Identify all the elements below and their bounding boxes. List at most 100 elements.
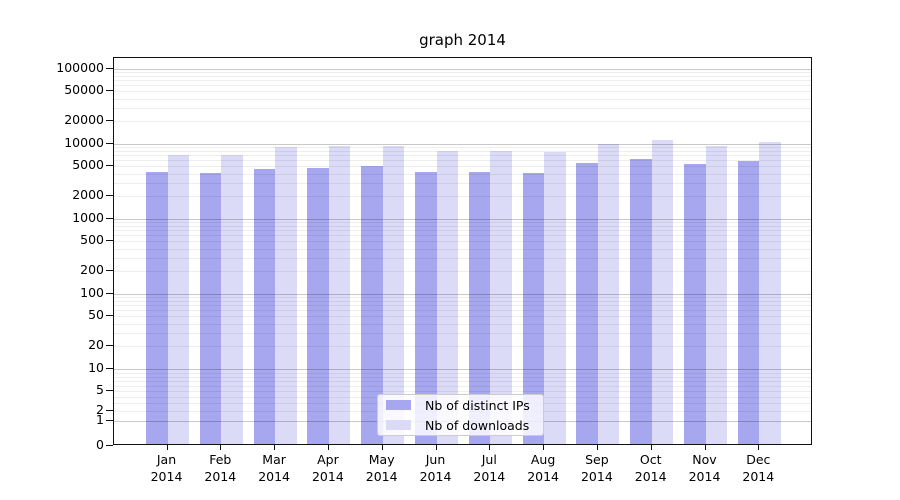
gridline-minor (114, 381, 811, 383)
bar-ips-dec (737, 160, 760, 444)
gridline-major (114, 293, 811, 295)
bar-ips-feb (199, 172, 222, 444)
bar-downloads-may (382, 145, 405, 444)
y-tick-label: 1000 (72, 209, 104, 225)
bar-downloads-jan (167, 155, 189, 444)
gridline-minor (114, 173, 811, 175)
y-tick (106, 217, 113, 219)
x-tick-month: Mar (262, 452, 286, 467)
x-tick (650, 445, 652, 450)
x-tick (596, 445, 598, 450)
x-tick (489, 445, 491, 450)
x-tick (327, 445, 329, 450)
x-tick (220, 445, 222, 450)
gridline-minor (114, 91, 811, 93)
x-tick-year: 2014 (150, 469, 183, 484)
gridline-minor (114, 332, 811, 334)
gridline-minor (114, 196, 811, 198)
bar-downloads-oct (651, 140, 674, 444)
x-tick-label: Sep 2014 (567, 451, 627, 485)
x-tick-year: 2014 (258, 469, 290, 484)
legend-swatch-distinct-ips (386, 400, 411, 410)
x-tick-label: Dec 2014 (728, 451, 788, 485)
bar-downloads-jun (436, 151, 458, 444)
bar-downloads-feb (221, 154, 243, 444)
x-tick-label: May 2014 (352, 451, 412, 485)
y-tick (106, 390, 113, 392)
x-tick-label: Jul 2014 (459, 451, 519, 485)
x-tick-year: 2014 (473, 469, 506, 484)
x-tick-year: 2014 (204, 469, 237, 484)
gridline-minor (114, 391, 811, 393)
y-tick (106, 142, 113, 144)
y-tick-label: 20000 (64, 112, 104, 128)
x-tick-label: Aug 2014 (513, 451, 573, 485)
legend-label-downloads: Nb of downloads (425, 417, 530, 433)
y-tick (106, 420, 113, 422)
gridline-minor (114, 147, 811, 149)
bar-downloads-jul (490, 150, 512, 444)
y-tick-label: 10000 (64, 134, 104, 150)
y-tick (106, 120, 113, 122)
legend: Nb of distinct IPs Nb of downloads (377, 394, 544, 436)
x-tick-label: Nov 2014 (675, 451, 735, 485)
gridline-major (114, 368, 811, 370)
y-tick (106, 292, 113, 294)
legend-item-downloads: Nb of downloads (386, 415, 535, 435)
y-tick (106, 240, 113, 242)
gridline-major (114, 143, 811, 145)
x-tick-month: Apr (317, 452, 339, 467)
x-tick-month: Aug (530, 452, 556, 467)
gridline-minor (114, 241, 811, 243)
bar-ips-jan (146, 171, 168, 444)
x-tick (704, 445, 706, 450)
bar-downloads-sep (597, 143, 620, 444)
x-tick-month: Nov (692, 452, 717, 467)
y-tick-label: 10 (88, 359, 104, 375)
gridline-minor (114, 386, 811, 387)
gridline-minor (114, 271, 811, 273)
y-tick (106, 367, 113, 369)
x-tick-year: 2014 (365, 469, 398, 484)
gridline-major (114, 68, 811, 70)
gridline-major (114, 218, 811, 220)
bar-downloads-mar (275, 147, 297, 444)
gridline-minor (114, 98, 811, 100)
y-tick-label: 2000 (72, 187, 104, 203)
x-tick-month: Dec (746, 452, 771, 467)
gridline-minor (114, 121, 811, 123)
bar-ips-jul (468, 171, 491, 444)
legend-item-distinct-ips: Nb of distinct IPs (386, 395, 535, 415)
y-tick-label: 0 (96, 436, 104, 452)
chart-title: graph 2014 (419, 31, 506, 49)
bar-downloads-dec (759, 142, 781, 444)
y-tick-label: 5 (96, 382, 104, 398)
gridline-minor (114, 305, 811, 307)
bar-ips-sep (576, 163, 598, 444)
x-tick-label: Jan 2014 (137, 451, 197, 485)
gridline-minor (114, 182, 811, 184)
gridline-minor (114, 166, 811, 168)
x-tick-label: Apr 2014 (298, 451, 358, 485)
x-tick-month: Oct (639, 452, 662, 467)
x-tick (274, 445, 276, 450)
y-tick-label: 500 (80, 232, 104, 248)
x-tick-label: Feb 2014 (190, 451, 250, 485)
gridline-minor (114, 226, 811, 227)
y-tick-label: 1 (96, 412, 104, 428)
y-tick (106, 345, 113, 347)
y-tick (106, 195, 113, 197)
y-tick (106, 165, 113, 167)
y-tick (106, 90, 113, 92)
x-tick (435, 445, 437, 450)
gridline-minor (114, 85, 811, 87)
x-tick-month: Sep (585, 452, 609, 467)
gridline-minor (114, 80, 811, 82)
x-tick-label: Jun 2014 (406, 451, 466, 485)
gridline-minor (114, 155, 811, 157)
x-tick-label: Oct 2014 (621, 451, 681, 485)
bar-downloads-apr (328, 146, 351, 444)
x-tick-year: 2014 (580, 469, 613, 484)
y-tick (106, 270, 113, 272)
